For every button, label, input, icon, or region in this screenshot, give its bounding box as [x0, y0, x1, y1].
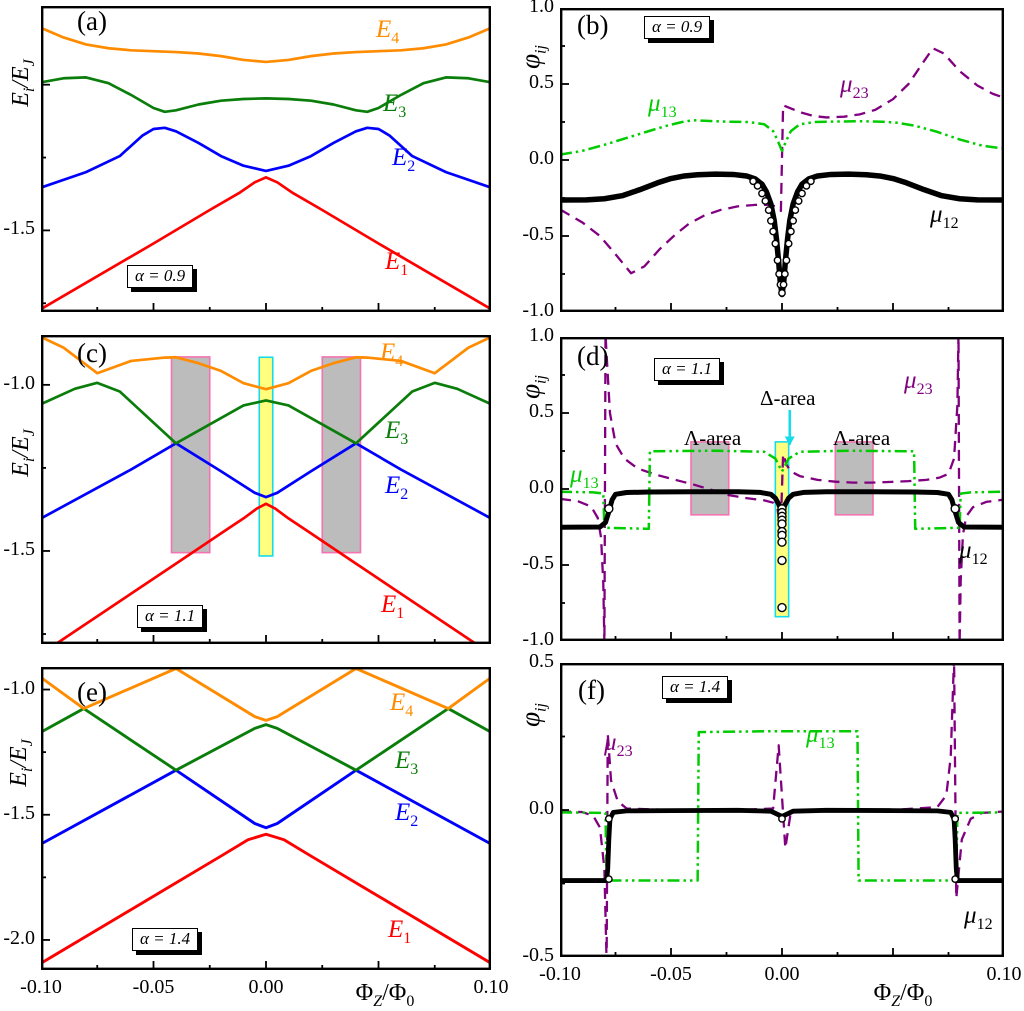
y-tick-label: -1.5: [3, 537, 35, 560]
area-label: Λ-area: [833, 426, 891, 450]
series-label: μ13: [648, 90, 677, 121]
y-tick-label: 1.0: [529, 0, 554, 17]
series-label: μ12: [964, 902, 993, 933]
alpha-box: α = 0.9: [127, 265, 194, 288]
series-label: E1: [388, 916, 412, 947]
series-label: E1: [381, 591, 405, 622]
panel-letter: (f): [578, 675, 605, 705]
y-tick-label: -1.5: [3, 217, 35, 240]
series-label: E4: [380, 339, 404, 370]
y-tick-label: -1.5: [3, 801, 35, 824]
y-axis-label-a: Ei/EJ: [8, 59, 38, 107]
y-tick-label: 0.0: [529, 476, 554, 498]
y-tick-label: -0.5: [522, 944, 554, 966]
series-label: E3: [395, 747, 419, 778]
y-tick-label: 0.5: [529, 400, 554, 422]
y-tick-label: 0.0: [529, 797, 554, 819]
alpha-box: α = 1.4: [132, 928, 199, 951]
x-tick-label: -0.10: [539, 963, 581, 985]
y-tick-label: 0.0: [529, 147, 554, 169]
series-label: E3: [383, 90, 407, 121]
series-label: μ23: [840, 71, 869, 102]
y-tick-label: -0.5: [522, 552, 554, 574]
x-axis-label-f: ΦZ/Φ0: [873, 980, 933, 1010]
panel-letter: (c): [77, 338, 107, 368]
series-label: μ23: [904, 367, 933, 398]
series-label: μ13: [570, 461, 599, 492]
panel-letter: (a): [77, 6, 107, 36]
x-tick-label: -0.05: [132, 976, 175, 998]
alpha-box: α = 1.1: [654, 358, 721, 381]
series-label: μ12: [959, 537, 988, 568]
area-label: Λ-area: [684, 426, 742, 450]
x-tick-label: 0.00: [248, 976, 284, 998]
panel-letter: (e): [77, 677, 107, 707]
x-tick-label: 0.00: [764, 963, 800, 985]
panel-c-plot: [41, 335, 491, 644]
area-label: Δ-area: [760, 386, 816, 410]
alpha-box: α = 0.9: [644, 16, 711, 39]
x-tick-label: 0.10: [986, 963, 1022, 985]
alpha-box: α = 1.4: [662, 676, 729, 699]
x-axis-label-e: ΦZ/Φ0: [355, 980, 415, 1010]
y-axis-label-c: Ei/EJ: [8, 429, 38, 477]
panel-f-plot: [560, 663, 1004, 957]
x-tick-label: 0.10: [473, 976, 509, 998]
series-label: μ12: [930, 201, 959, 232]
y-tick-label: -1.0: [3, 371, 35, 394]
y-tick-label: 0.5: [529, 650, 554, 672]
y-tick-label: 1.0: [529, 324, 554, 346]
y-tick-label: 0.5: [529, 71, 554, 93]
y-tick-label: -1.0: [522, 628, 554, 650]
alpha-box: α = 1.1: [137, 605, 204, 628]
series-label: μ23: [604, 729, 633, 760]
series-label: μ13: [806, 721, 835, 752]
series-label: E1: [385, 248, 409, 279]
panel-letter: (d): [577, 341, 609, 371]
series-label: E2: [392, 144, 416, 175]
series-label: E2: [385, 472, 409, 503]
panel-d-plot: [560, 337, 1004, 641]
y-tick-label: -0.5: [522, 223, 554, 245]
panel-letter: (b): [577, 10, 609, 40]
x-tick-label: -0.10: [20, 976, 62, 998]
x-tick-label: -0.05: [650, 963, 692, 985]
y-tick-label: -2.0: [3, 926, 35, 949]
panel-b-plot: [560, 8, 1004, 312]
series-label: E4: [376, 16, 400, 47]
y-axis-label-b: φij: [515, 45, 550, 69]
series-label: E4: [390, 689, 414, 720]
panel-a-plot: [41, 6, 491, 312]
y-tick-label: -1.0: [3, 676, 35, 699]
series-label: E3: [385, 417, 409, 448]
panel-e-plot: [41, 667, 491, 970]
series-label: E2: [395, 799, 419, 830]
y-tick-label: -1.0: [522, 299, 554, 321]
